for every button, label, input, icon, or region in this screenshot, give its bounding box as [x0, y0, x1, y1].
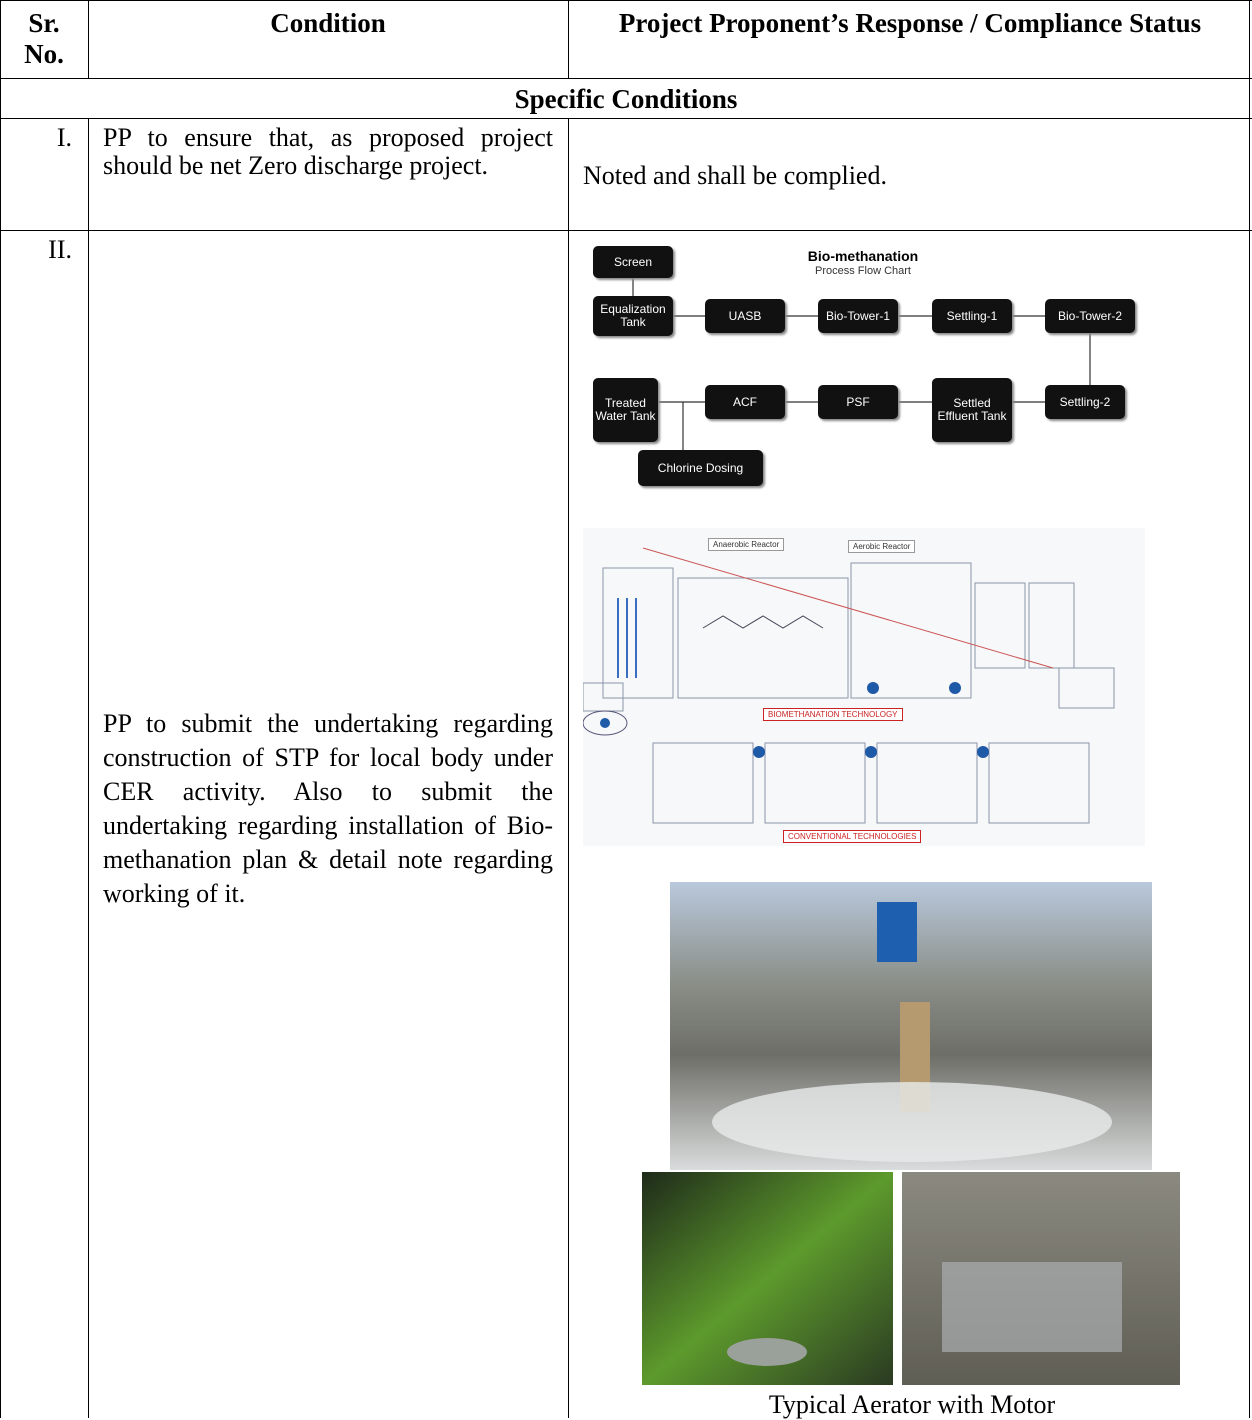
chart-title: Bio-methanation — [807, 248, 919, 264]
flow-node: ACF — [705, 385, 785, 419]
photos — [642, 882, 1180, 1385]
response: Noted and shall be complied. — [583, 161, 887, 190]
connectors — [632, 278, 1091, 450]
flow-node: Chlorine Dosing — [638, 450, 763, 486]
header-cell: Project Proponent’s Response / Complianc… — [618, 8, 1202, 38]
chart-subtitle: Process Flow Chart — [815, 265, 911, 277]
rule — [88, 0, 89, 78]
flow-node: Settling-1 — [932, 299, 1012, 333]
rule — [0, 78, 1252, 79]
diagram-drawing — [583, 547, 1115, 824]
condition: PP to submit the undertaking regarding c… — [103, 709, 553, 908]
condition: PP to ensure that, as proposed project s… — [103, 123, 553, 180]
diagram-label: Anaerobic Reactor — [708, 538, 785, 551]
caption: Typical Aerator with Motor — [768, 1390, 1056, 1419]
serial: I. — [56, 123, 72, 152]
header-cell: Sr. No. — [24, 8, 64, 69]
diagram-label: BIOMETHANATION TECHNOLOGY — [763, 708, 903, 721]
header-cell: Condition — [270, 8, 386, 38]
rule — [0, 0, 1252, 1]
rule — [88, 118, 89, 1418]
flow-node: Bio-Tower-2 — [1045, 299, 1135, 333]
flow-node: Bio-Tower-1 — [818, 299, 898, 333]
rule — [1249, 0, 1250, 1418]
flow-node: Settled Effluent Tank — [932, 378, 1012, 442]
rule — [568, 118, 569, 1418]
serial: II. — [48, 235, 72, 264]
flow-node: PSF — [818, 385, 898, 419]
section-title: Specific Conditions — [514, 84, 738, 114]
rule — [0, 0, 1, 1418]
rule — [568, 0, 569, 78]
flow-chart: Bio-methanation Process Flow Chart Scree… — [583, 232, 1145, 492]
rule — [0, 230, 1252, 231]
flow-node: UASB — [705, 299, 785, 333]
diagram-label: Aerobic Reactor — [848, 540, 916, 553]
process-diagram: Anaerobic Reactor Aerobic Reactor BIOMET… — [583, 528, 1145, 846]
rule — [0, 118, 1252, 119]
flow-node: Settling-2 — [1045, 385, 1125, 419]
flow-node: Treated Water Tank — [593, 378, 658, 442]
flow-node: Screen — [593, 246, 673, 278]
flow-node: Equalization Tank — [593, 296, 673, 336]
diagram-label: CONVENTIONAL TECHNOLOGIES — [783, 830, 922, 843]
